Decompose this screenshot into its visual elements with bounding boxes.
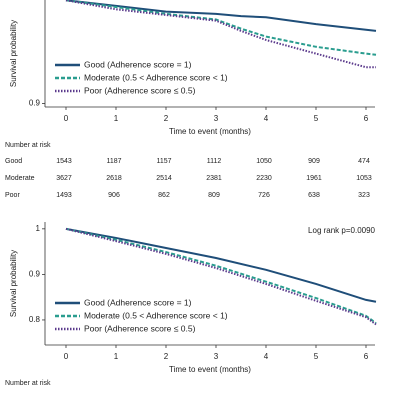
survival-curve: [65, 227, 377, 324]
survival-curve: [65, 0, 377, 32]
risk-count: 2230: [256, 175, 272, 182]
x-tick-label: 2: [164, 352, 169, 361]
risk-count: 1112: [207, 158, 222, 165]
x-tick-label: 4: [264, 352, 269, 361]
risk-count: 2514: [156, 175, 172, 182]
legend-label: Moderate (0.5 < Adherence score < 1): [84, 310, 228, 320]
x-tick-label: 1: [114, 114, 119, 123]
x-tick-label: 2: [164, 114, 169, 123]
legend-label: Good (Adherence score = 1): [84, 59, 192, 69]
survival-curve: [65, 0, 376, 69]
x-tick-label: 3: [214, 114, 219, 123]
y-tick-label: 0.9: [29, 269, 41, 278]
risk-count: 1493: [56, 192, 72, 199]
risk-table-title: Number at risk: [5, 380, 51, 387]
x-tick-label: 5: [314, 114, 319, 123]
risk-count: 1157: [156, 158, 171, 165]
risk-row-label: Moderate: [5, 175, 35, 182]
survival-curve: [65, 0, 377, 56]
risk-count: 1187: [106, 158, 121, 165]
y-tick-label: 1: [36, 224, 41, 233]
survival-curve: [65, 227, 377, 303]
risk-count: 1050: [256, 158, 272, 165]
x-axis-label: Time to event (months): [169, 365, 251, 374]
risk-row-label: Good: [5, 158, 22, 165]
y-axis-label: Survival probability: [9, 250, 18, 317]
legend-label: Poor (Adherence score ≤ 0.5): [84, 85, 196, 95]
y-tick-label: 0.8: [29, 315, 41, 324]
risk-count: 2618: [106, 175, 122, 182]
risk-table-title: Number at risk: [5, 142, 51, 149]
x-tick-label: 6: [364, 352, 369, 361]
x-axis-label: Time to event (months): [169, 127, 251, 136]
risk-count: 862: [158, 192, 170, 199]
x-tick-label: 0: [64, 114, 69, 123]
x-tick-label: 4: [264, 114, 269, 123]
risk-count: 3627: [56, 175, 72, 182]
risk-count: 2381: [206, 175, 222, 182]
x-tick-label: 5: [314, 352, 319, 361]
risk-count: 726: [258, 192, 270, 199]
y-axis-label: Survival probability: [9, 20, 18, 87]
survival-curve: [65, 227, 377, 326]
risk-count: 323: [358, 192, 370, 199]
risk-count: 1053: [356, 175, 372, 182]
legend-label: Moderate (0.5 < Adherence score < 1): [84, 72, 228, 82]
risk-count: 474: [358, 158, 370, 165]
legend-label: Poor (Adherence score ≤ 0.5): [84, 323, 196, 333]
risk-count: 1543: [56, 158, 72, 165]
risk-count: 809: [208, 192, 220, 199]
x-tick-label: 3: [214, 352, 219, 361]
risk-count: 906: [108, 192, 120, 199]
annotation: Log rank p=0.0090: [308, 226, 375, 235]
y-tick-label: 0.9: [29, 99, 41, 108]
x-tick-label: 6: [364, 114, 369, 123]
risk-row-label: Poor: [5, 192, 20, 199]
risk-count: 909: [308, 158, 320, 165]
legend-label: Good (Adherence score = 1): [84, 297, 192, 307]
risk-count: 638: [308, 192, 320, 199]
x-tick-label: 0: [64, 352, 69, 361]
x-tick-label: 1: [114, 352, 119, 361]
risk-count: 1961: [306, 175, 322, 182]
